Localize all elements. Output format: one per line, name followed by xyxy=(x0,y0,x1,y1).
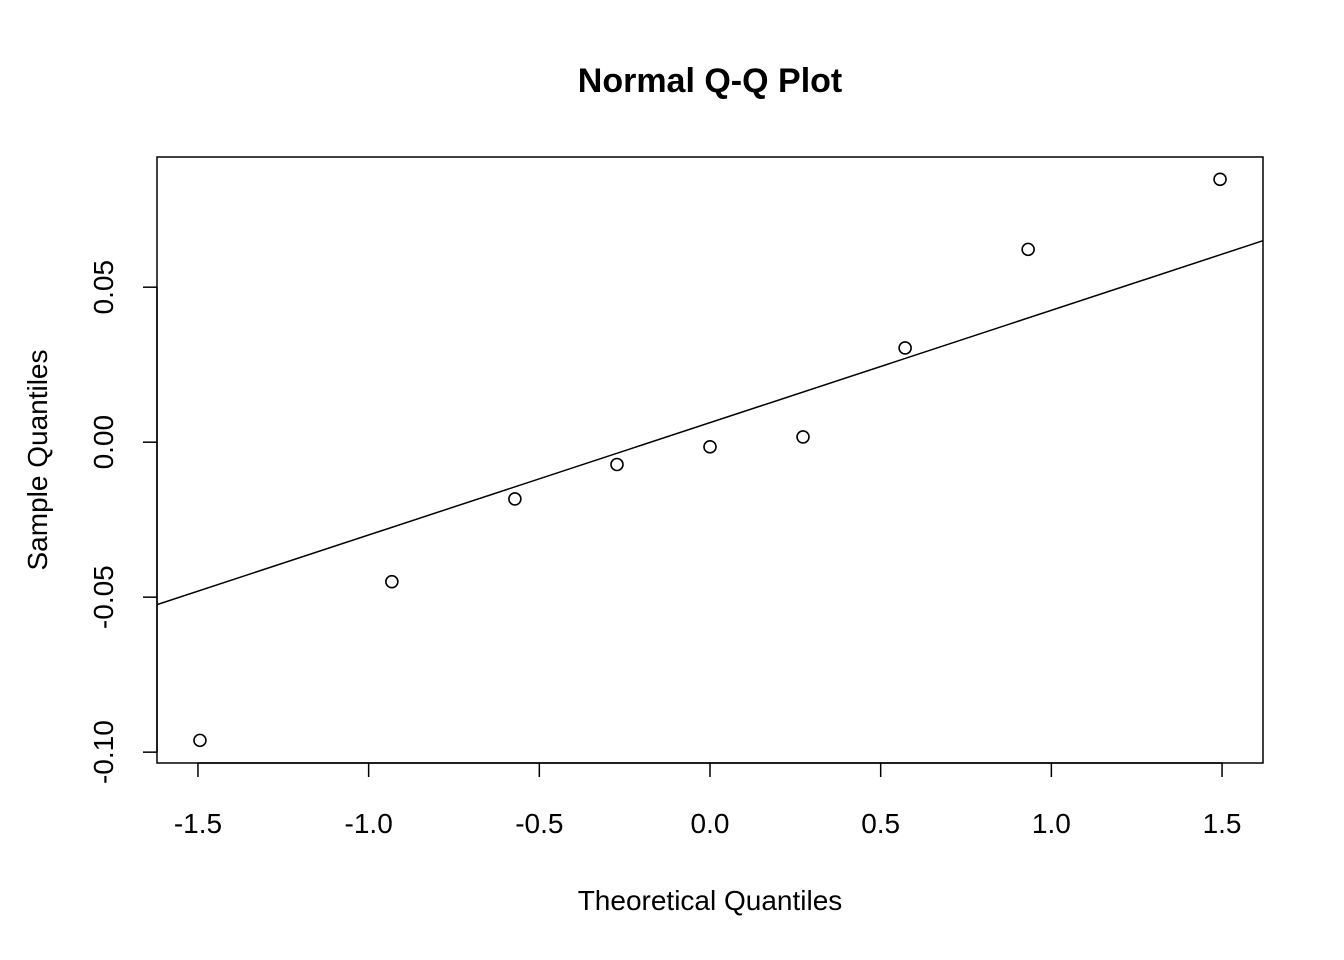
x-tick-label: 1.0 xyxy=(1032,808,1071,839)
data-point xyxy=(796,430,810,444)
x-tick-label: 0.0 xyxy=(691,808,730,839)
data-point xyxy=(508,492,522,506)
x-axis: -1.5 -1.0 -0.5 0.0 0.5 1.0 1.5 xyxy=(174,762,1242,839)
x-axis-label: Theoretical Quantiles xyxy=(578,885,843,916)
chart-title: Normal Q-Q Plot xyxy=(578,62,842,100)
x-tick-label: -1.5 xyxy=(174,808,222,839)
y-tick-label: -0.10 xyxy=(88,720,119,784)
data-point xyxy=(703,440,717,454)
data-point xyxy=(1021,242,1035,257)
y-tick-label: 0.05 xyxy=(88,260,119,315)
reference-line-layer xyxy=(156,239,1264,606)
y-axis-label: Sample Quantiles xyxy=(22,349,53,570)
data-point xyxy=(610,457,624,472)
x-tick-label: -0.5 xyxy=(515,808,563,839)
y-tick-label: -0.05 xyxy=(88,565,119,629)
data-point xyxy=(193,733,207,748)
data-points-layer xyxy=(193,172,1227,748)
x-tick-label: -1.0 xyxy=(345,808,393,839)
data-point xyxy=(1213,172,1227,187)
y-tick-label: 0.00 xyxy=(88,415,119,470)
data-point xyxy=(898,341,912,355)
x-tick-label: 1.5 xyxy=(1203,808,1242,839)
qq-reference-line xyxy=(156,239,1264,606)
y-axis: -0.10 -0.05 0.00 0.05 xyxy=(88,260,158,784)
plot-frame xyxy=(156,156,1264,764)
data-point xyxy=(385,574,399,589)
x-tick-label: 0.5 xyxy=(861,808,900,839)
